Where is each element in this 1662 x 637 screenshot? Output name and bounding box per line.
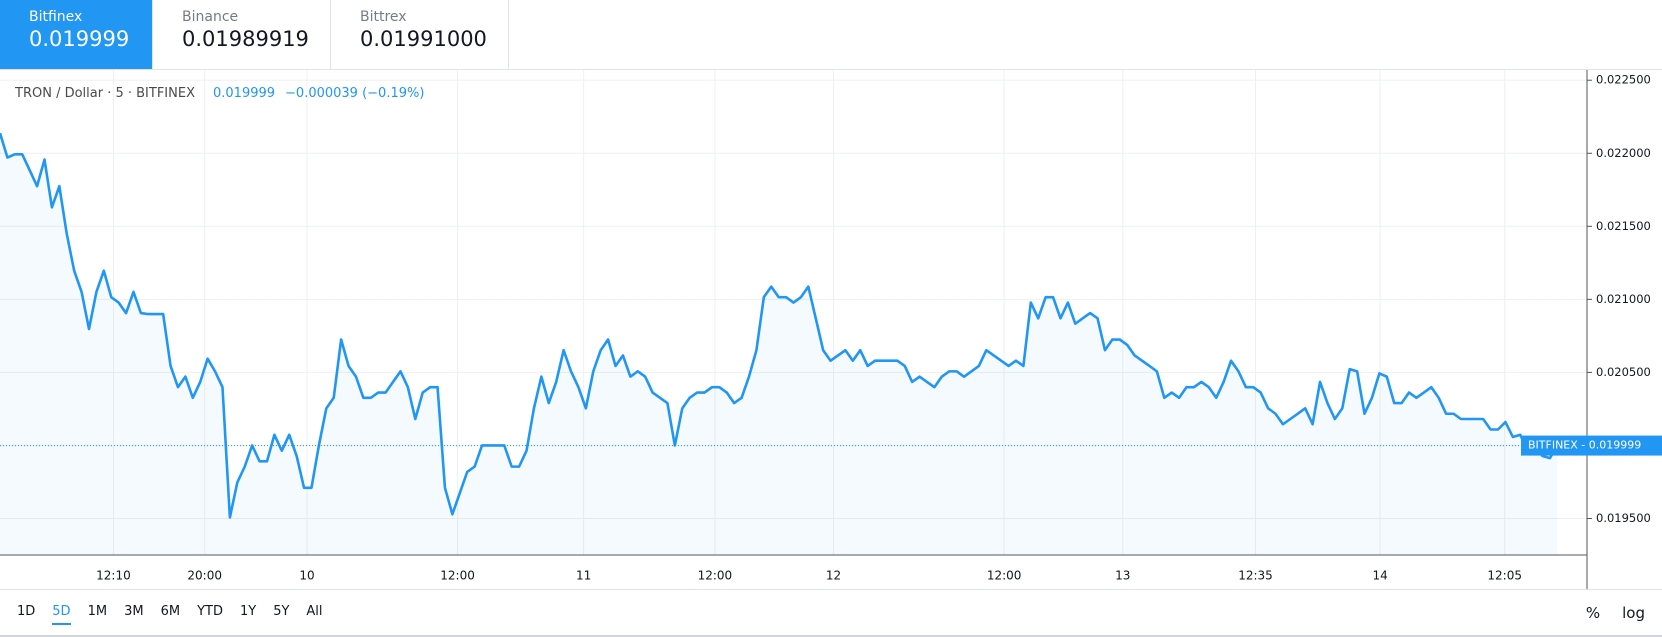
exchange-tab[interactable]: Bittrex 0.01991000 — [331, 0, 509, 69]
exchange-name: Bittrex — [360, 9, 407, 25]
scale-buttons: % log — [1586, 604, 1645, 622]
exchange-tab[interactable]: Binance 0.01989919 — [153, 0, 331, 69]
x-tick-label: 10 — [299, 569, 314, 583]
y-tick-label: 0.019500 — [1596, 511, 1651, 525]
exchange-name: Bitfinex — [29, 9, 83, 25]
chart-title: TRON / Dollar · 5 · BITFINEX — [14, 86, 195, 101]
exchange-price: 0.01989919 — [182, 27, 309, 51]
x-tick-label: 12:00 — [440, 569, 475, 583]
x-tick-label: 14 — [1372, 569, 1387, 583]
price-change: −0.000039 (−0.19%) — [285, 86, 424, 101]
range-button[interactable]: YTD — [197, 604, 223, 619]
y-tick-label: 0.021000 — [1596, 292, 1651, 306]
last-price: 0.019999 — [213, 86, 275, 101]
price-tag-bg — [1521, 435, 1662, 456]
exchange-tabs: Bitfinex 0.019999 Binance 0.01989919 Bittrex… — [0, 0, 1662, 70]
exchange-price: 0.01991000 — [360, 27, 487, 51]
range-button[interactable]: 6M — [160, 604, 181, 619]
scale-button[interactable]: % — [1585, 603, 1601, 622]
chart: 12:10 20:00 10 12:00 11 12:00 12 12:00 13 12:35 14… — [0, 70, 1662, 589]
x-tick-label: 11 — [576, 569, 591, 583]
area-fill — [0, 133, 1558, 556]
scale-button[interactable]: log — [1622, 603, 1645, 622]
exchange-tab[interactable]: Bitfinex 0.019999 — [0, 0, 153, 69]
range-button[interactable]: 1M — [87, 604, 108, 619]
y-tick-label: 0.022500 — [1596, 73, 1651, 87]
x-tick-label: 12 — [826, 569, 841, 583]
exchange-name: Binance — [182, 9, 239, 25]
x-tick-label: 12:35 — [1238, 569, 1273, 583]
x-tick-label: 13 — [1115, 569, 1130, 583]
range-buttons: 1D 5D 1M 3M 6M YTD 1Y 5Y All — [17, 600, 340, 625]
x-tick-label: 20:00 — [187, 569, 222, 583]
y-tick-label: 0.022000 — [1596, 146, 1651, 160]
exchange-price: 0.019999 — [29, 27, 130, 51]
range-button[interactable]: 1Y — [239, 604, 257, 619]
range-button[interactable]: 3M — [124, 604, 144, 619]
bottom-toolbar: 1D 5D 1M 3M 6M YTD 1Y 5Y All % log — [0, 589, 1662, 637]
range-button[interactable]: 1D — [17, 604, 36, 619]
y-tick-label: 0.020500 — [1596, 365, 1651, 379]
price-tag: BITFINEX - 0.019999 — [1528, 439, 1641, 452]
range-button[interactable]: All — [306, 604, 323, 619]
chart-legend: TRON / Dollar · 5 · BITFINEX 0.019999 −0.0… — [14, 86, 424, 101]
x-tick-label: 12:00 — [698, 569, 733, 583]
y-tick-label: 0.021500 — [1596, 219, 1651, 233]
x-tick-label: 12:10 — [96, 569, 131, 583]
range-button[interactable]: 5Y — [273, 604, 290, 619]
x-tick-label: 12:05 — [1487, 569, 1522, 583]
price-line — [0, 132, 1559, 519]
range-button[interactable]: 5D — [52, 600, 71, 625]
x-tick-label: 12:00 — [987, 569, 1022, 583]
